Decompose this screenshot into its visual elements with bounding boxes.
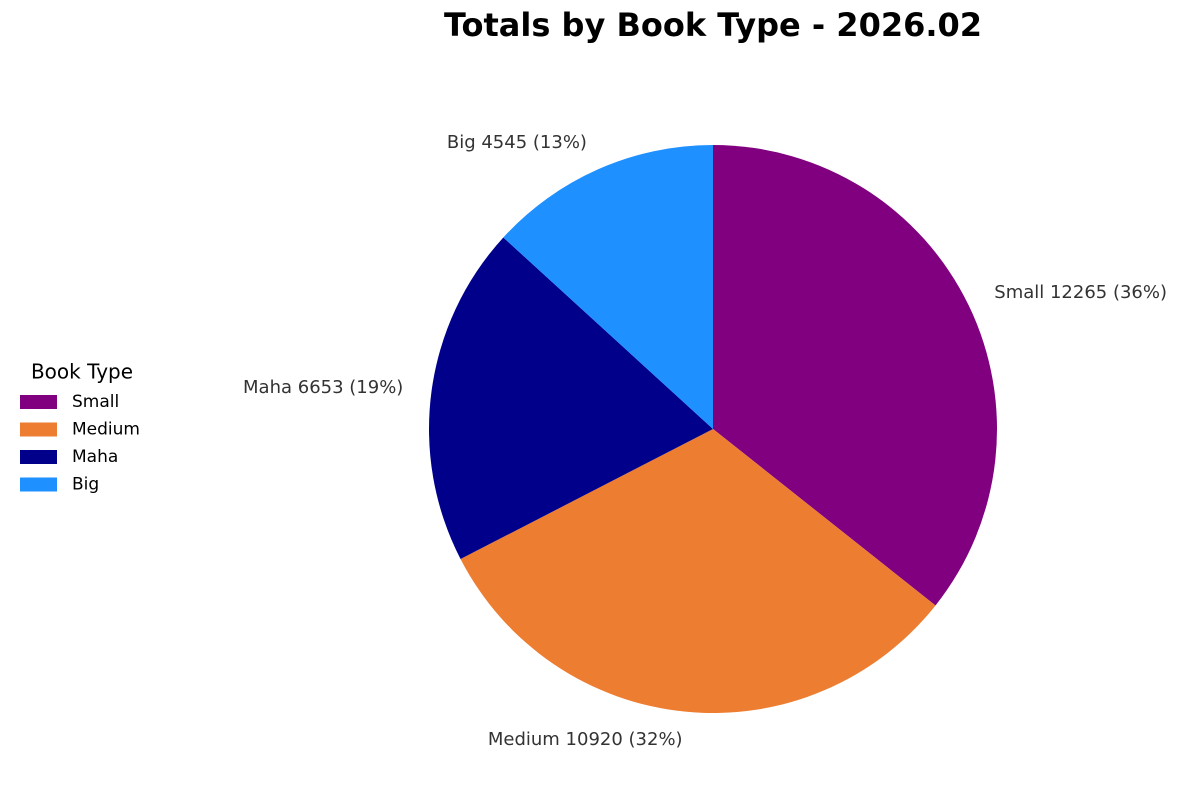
pie-slice — [460, 429, 936, 713]
legend-label: Small — [72, 392, 119, 412]
legend-swatch — [20, 395, 57, 409]
legend-title: Book Type — [31, 360, 133, 384]
chart-title: Totals by Book Type - 2026.02 — [444, 6, 982, 44]
legend-swatch — [20, 450, 57, 464]
legend-label: Maha — [72, 447, 118, 467]
slice-label: Big 4545 (13%) — [447, 132, 587, 153]
legend-swatch — [20, 422, 57, 437]
pie-slice — [503, 145, 713, 429]
legend-label: Big — [72, 475, 99, 495]
legend-label: Medium — [72, 420, 140, 440]
slice-label: Medium 10920 (32%) — [488, 729, 683, 750]
slice-label: Maha 6653 (19%) — [243, 377, 403, 398]
legend-swatch — [20, 477, 57, 492]
pie-slice — [713, 145, 997, 606]
slice-label: Small 12265 (36%) — [994, 282, 1167, 303]
pie-slice — [429, 237, 713, 560]
